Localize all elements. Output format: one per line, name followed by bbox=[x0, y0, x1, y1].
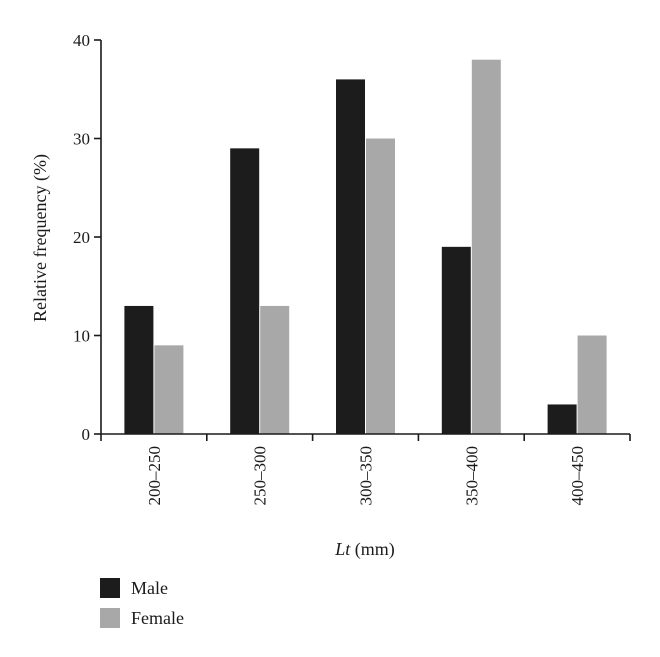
y-axis-title: Relative frequency (%) bbox=[30, 154, 51, 322]
legend-label-male: Male bbox=[131, 578, 168, 598]
bar-male-200–250 bbox=[124, 305, 154, 434]
bar-male-300–350 bbox=[336, 79, 365, 435]
x-tick-label-350–400: 350–400 bbox=[462, 446, 481, 506]
bar-female-250–300 bbox=[260, 305, 290, 434]
y-ticks-layer: 0 10 20 30 40 bbox=[73, 31, 101, 444]
x-tick-label-200–250: 200–250 bbox=[145, 446, 164, 506]
bar-male-250–300 bbox=[230, 148, 260, 434]
x-tick-label-250–300: 250–300 bbox=[251, 446, 270, 506]
y-tick-label-20: 20 bbox=[73, 228, 90, 247]
bar-female-350–400 bbox=[471, 59, 501, 434]
bar-female-400–450 bbox=[577, 335, 607, 434]
bar-male-400–450 bbox=[547, 404, 577, 434]
x-axis-title: Lt (mm) bbox=[334, 539, 395, 560]
bar-male-350–400 bbox=[441, 246, 471, 434]
legend-swatch-male bbox=[100, 578, 120, 598]
y-tick-label-10: 10 bbox=[73, 327, 90, 346]
x-axis-title-variable: Lt bbox=[334, 539, 351, 559]
x-tick-label-400–450: 400–450 bbox=[568, 446, 587, 506]
bars-layer bbox=[124, 59, 607, 435]
y-tick-label-0: 0 bbox=[82, 425, 91, 444]
legend: Male Female bbox=[100, 578, 184, 628]
bar-female-300–350 bbox=[366, 138, 395, 434]
x-ticks-layer: 200–250 250–300 300–350 350–400 400–450 bbox=[100, 434, 631, 506]
legend-label-female: Female bbox=[131, 608, 184, 628]
legend-swatch-female bbox=[100, 608, 120, 628]
y-tick-label-40: 40 bbox=[73, 31, 90, 50]
x-tick-label-300–350: 300–350 bbox=[357, 446, 376, 506]
y-tick-label-30: 30 bbox=[73, 130, 90, 149]
x-axis-title-unit: (mm) bbox=[355, 539, 395, 560]
bar-female-200–250 bbox=[154, 345, 184, 434]
